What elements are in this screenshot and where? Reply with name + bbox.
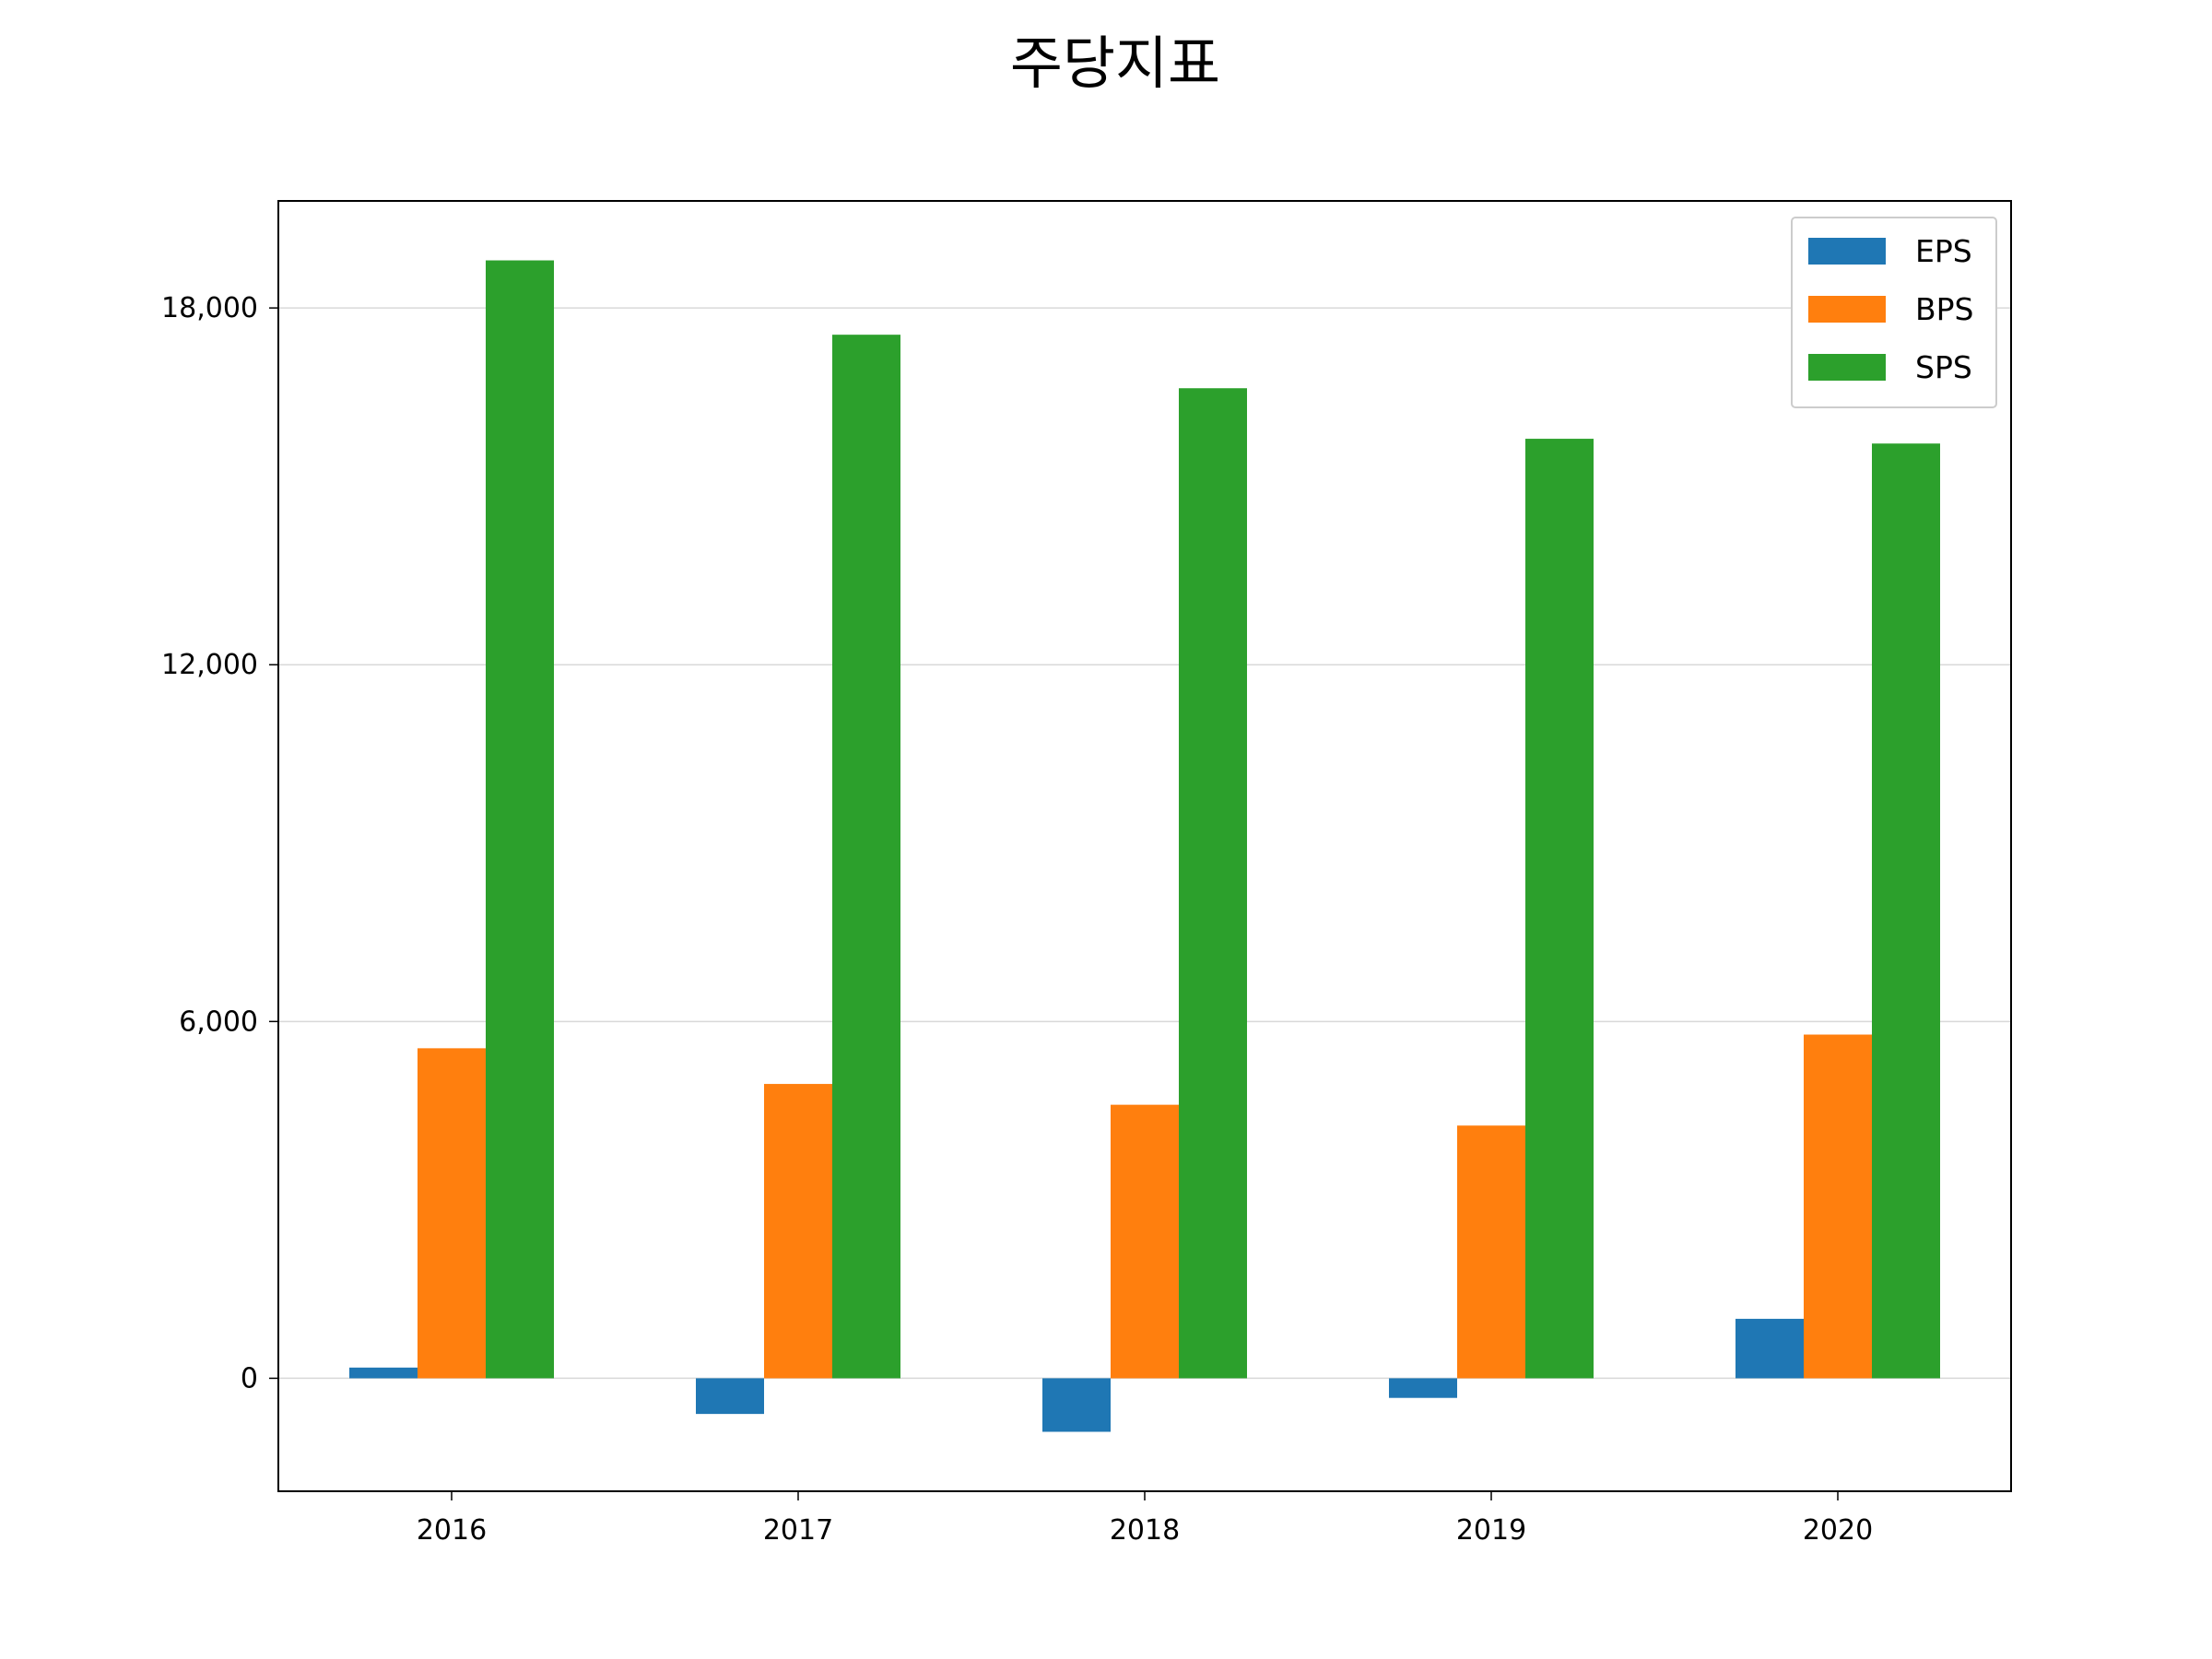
- bar-sps-2016: [486, 260, 554, 1379]
- plot-frame: [277, 200, 2012, 1492]
- bar-bps-2016: [418, 1048, 486, 1379]
- legend-swatch-sps: [1808, 354, 1886, 381]
- bar-bps-2019: [1457, 1125, 1525, 1379]
- bar-bps-2020: [1804, 1034, 1872, 1379]
- y-tick-label: 0: [241, 1362, 258, 1394]
- bar-eps-2016: [349, 1367, 418, 1379]
- bar-bps-2018: [1111, 1104, 1179, 1379]
- y-tick-label: 12,000: [161, 649, 258, 681]
- x-tick-label: 2019: [1456, 1514, 1526, 1547]
- bars: [349, 260, 1940, 1432]
- bar-sps-2019: [1525, 439, 1594, 1379]
- bar-sps-2020: [1872, 443, 1940, 1379]
- bar-eps-2019: [1389, 1378, 1457, 1398]
- y-tick-label: 18,000: [161, 292, 258, 324]
- bar-bps-2017: [764, 1084, 832, 1379]
- legend-label-sps: SPS: [1915, 349, 1972, 385]
- x-tick-label: 2018: [1110, 1514, 1180, 1547]
- x-tick-label: 2016: [417, 1514, 487, 1547]
- bar-eps-2017: [696, 1378, 764, 1415]
- x-tick-label: 2017: [763, 1514, 833, 1547]
- y-tick-label: 6,000: [179, 1006, 258, 1038]
- x-tick-label: 2020: [1803, 1514, 1873, 1547]
- bar-eps-2018: [1042, 1378, 1111, 1432]
- bar-sps-2017: [832, 335, 900, 1379]
- bar-eps-2020: [1735, 1318, 1804, 1379]
- legend: EPS BPS SPS: [1791, 217, 1997, 408]
- legend-label-bps: BPS: [1915, 291, 1974, 327]
- axes: 0 6,000 12,000 18,000 2016 2017 2018 2019 2020: [161, 200, 2012, 1547]
- bar-sps-2018: [1179, 388, 1247, 1379]
- legend-swatch-bps: [1808, 296, 1886, 323]
- legend-swatch-eps: [1808, 238, 1886, 265]
- chart-title: 주당지표: [1010, 29, 1220, 97]
- legend-label-eps: EPS: [1915, 233, 1972, 269]
